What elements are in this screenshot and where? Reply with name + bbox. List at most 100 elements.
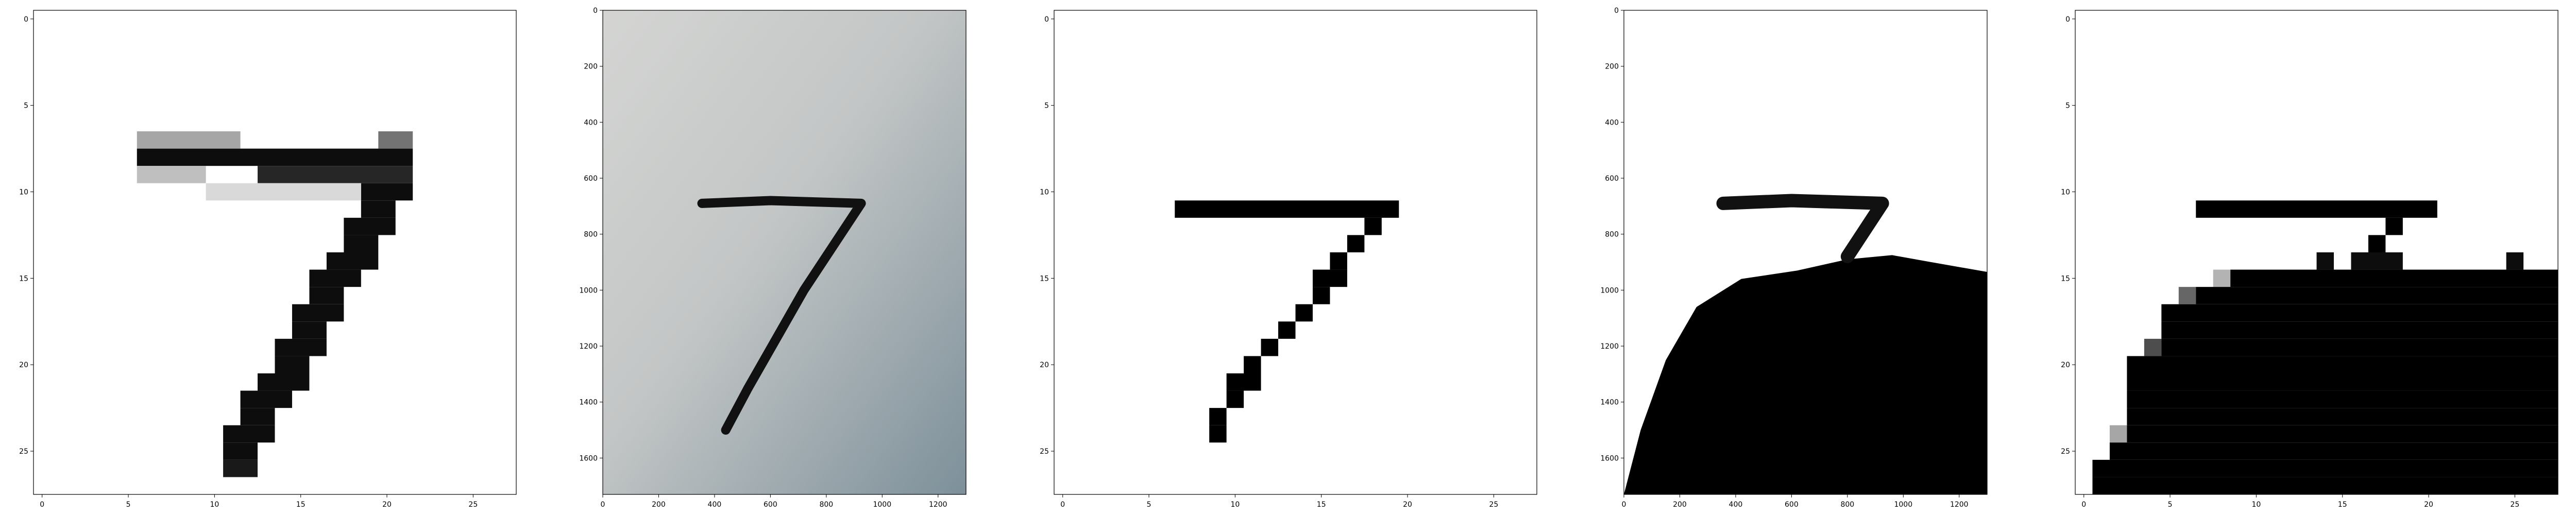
x-tick-label: 15 xyxy=(296,501,306,509)
pixel-run xyxy=(2385,217,2403,235)
image-background xyxy=(603,10,966,494)
pixel-run xyxy=(1175,200,1399,218)
pixel-run xyxy=(2196,287,2558,304)
pixel-run xyxy=(275,338,327,356)
y-tick-label: 400 xyxy=(1605,118,1619,127)
y-tick-label: 0 xyxy=(1614,7,1619,15)
x-tick-label: 1000 xyxy=(873,501,891,509)
pixel-run xyxy=(2127,408,2558,425)
y-tick-label: 1200 xyxy=(1600,342,1619,351)
digit-stroke xyxy=(697,196,866,435)
pixel-run xyxy=(1347,235,1365,252)
x-tick-label: 0 xyxy=(1060,501,1065,509)
y-tick-label: 15 xyxy=(2061,274,2070,283)
y-tick-label: 1600 xyxy=(579,454,598,462)
pixel-run xyxy=(2368,235,2386,252)
y-tick-label: 25 xyxy=(19,448,28,456)
pixel-run xyxy=(1244,356,1261,373)
x-tick-label: 200 xyxy=(652,501,666,509)
y-tick-label: 5 xyxy=(24,102,28,110)
pixel-run xyxy=(2351,252,2403,270)
x-tick-label: 15 xyxy=(2338,501,2347,509)
pixel-run xyxy=(2127,356,2558,373)
pixel-run xyxy=(275,356,310,373)
panel-downsampled-digit: 0 5 10 15 20 25 0 5 10 15 20 25 xyxy=(2061,10,2558,509)
x-tick-label: 10 xyxy=(2251,501,2261,509)
x-tick-label: 600 xyxy=(764,501,777,509)
x-tick-label: 800 xyxy=(1840,501,1854,509)
y-tick-label: 600 xyxy=(1605,175,1619,183)
pixel-run xyxy=(2144,338,2162,356)
pixel-run xyxy=(361,183,413,201)
panel-mnist-digit: 0 5 10 15 20 25 0 5 10 15 20 25 xyxy=(19,10,517,509)
pixel-run xyxy=(258,373,310,391)
panel-binarized-digit: 0 5 10 15 20 25 0 5 10 15 20 25 xyxy=(1040,10,1537,509)
x-tick-label: 5 xyxy=(2168,501,2173,509)
axes-frame xyxy=(602,10,967,495)
y-tick-label: 25 xyxy=(1040,448,1049,456)
image-background xyxy=(1054,10,1537,494)
y-tick-label: 1600 xyxy=(1600,454,1619,462)
pixel-run xyxy=(137,131,241,149)
pixel-run xyxy=(2092,459,2558,477)
pixel-run xyxy=(206,183,361,201)
x-tick-label: 25 xyxy=(2510,501,2519,509)
pixel-run xyxy=(2161,321,2558,339)
x-tick-label: 1000 xyxy=(1894,501,1912,509)
x-tick-label: 20 xyxy=(2424,501,2433,509)
pixel-run xyxy=(2109,442,2558,460)
pixel-run xyxy=(2092,477,2558,494)
x-tick-label: 0 xyxy=(40,501,44,509)
panel-photo-digit: 0 200 400 600 800 1000 1200 0 200 400 600 800 1000 12… xyxy=(579,7,967,509)
pixel-run xyxy=(309,287,344,304)
pixel-run xyxy=(240,408,275,425)
y-tick-label: 200 xyxy=(584,63,598,71)
y-tick-label: 600 xyxy=(584,175,598,183)
pixel-run xyxy=(2161,338,2558,356)
panel-thresholded-photo: 0 200 400 600 800 1000 1200 0 200 400 600 800 1000 12… xyxy=(1600,7,1988,509)
y-tick-label: 1000 xyxy=(579,286,598,295)
pixel-run xyxy=(1330,252,1347,270)
digit-stroke xyxy=(1716,194,1889,264)
axes-frame xyxy=(1054,10,1537,495)
pixel-run xyxy=(2109,425,2127,443)
pixel-run xyxy=(1278,321,1296,339)
y-tick-label: 0 xyxy=(593,7,598,15)
pixel-run xyxy=(1261,338,1279,356)
pixel-run xyxy=(258,166,413,183)
pixel-run xyxy=(1226,373,1261,391)
y-tick-label: 15 xyxy=(19,274,28,283)
y-tick-label: 5 xyxy=(2065,102,2070,110)
pixel-run xyxy=(1209,408,1227,425)
y-tick-label: 800 xyxy=(1605,231,1619,239)
x-tick-label: 20 xyxy=(1403,501,1412,509)
pixel-run xyxy=(223,425,275,443)
x-tick-label: 400 xyxy=(708,501,722,509)
pixel-run xyxy=(1312,287,1330,304)
x-tick-label: 800 xyxy=(819,501,833,509)
axes-frame xyxy=(2075,10,2558,495)
pixel-run xyxy=(309,269,361,287)
pixel-run xyxy=(1312,269,1347,287)
pixel-run xyxy=(223,459,258,477)
y-tick-label: 20 xyxy=(1040,361,1049,369)
pixel-run xyxy=(2127,373,2558,391)
x-tick-label: 5 xyxy=(1147,501,1151,509)
x-tick-label: 25 xyxy=(468,501,478,509)
pixel-run xyxy=(137,166,206,183)
x-tick-label: 400 xyxy=(1729,501,1743,509)
y-tick-label: 10 xyxy=(1040,188,1049,197)
y-tick-label: 0 xyxy=(2065,15,2070,24)
x-tick-label: 1200 xyxy=(929,501,947,509)
pixel-run xyxy=(1209,425,1227,443)
pixel-run xyxy=(344,235,379,252)
y-tick-label: 800 xyxy=(584,231,598,239)
y-tick-label: 200 xyxy=(1605,63,1619,71)
pixel-run xyxy=(326,252,379,270)
x-tick-label: 1200 xyxy=(1950,501,1969,509)
pixel-run xyxy=(137,148,413,166)
x-tick-label: 5 xyxy=(126,501,131,509)
pixel-run xyxy=(1226,390,1244,408)
pixel-run xyxy=(2506,252,2524,270)
